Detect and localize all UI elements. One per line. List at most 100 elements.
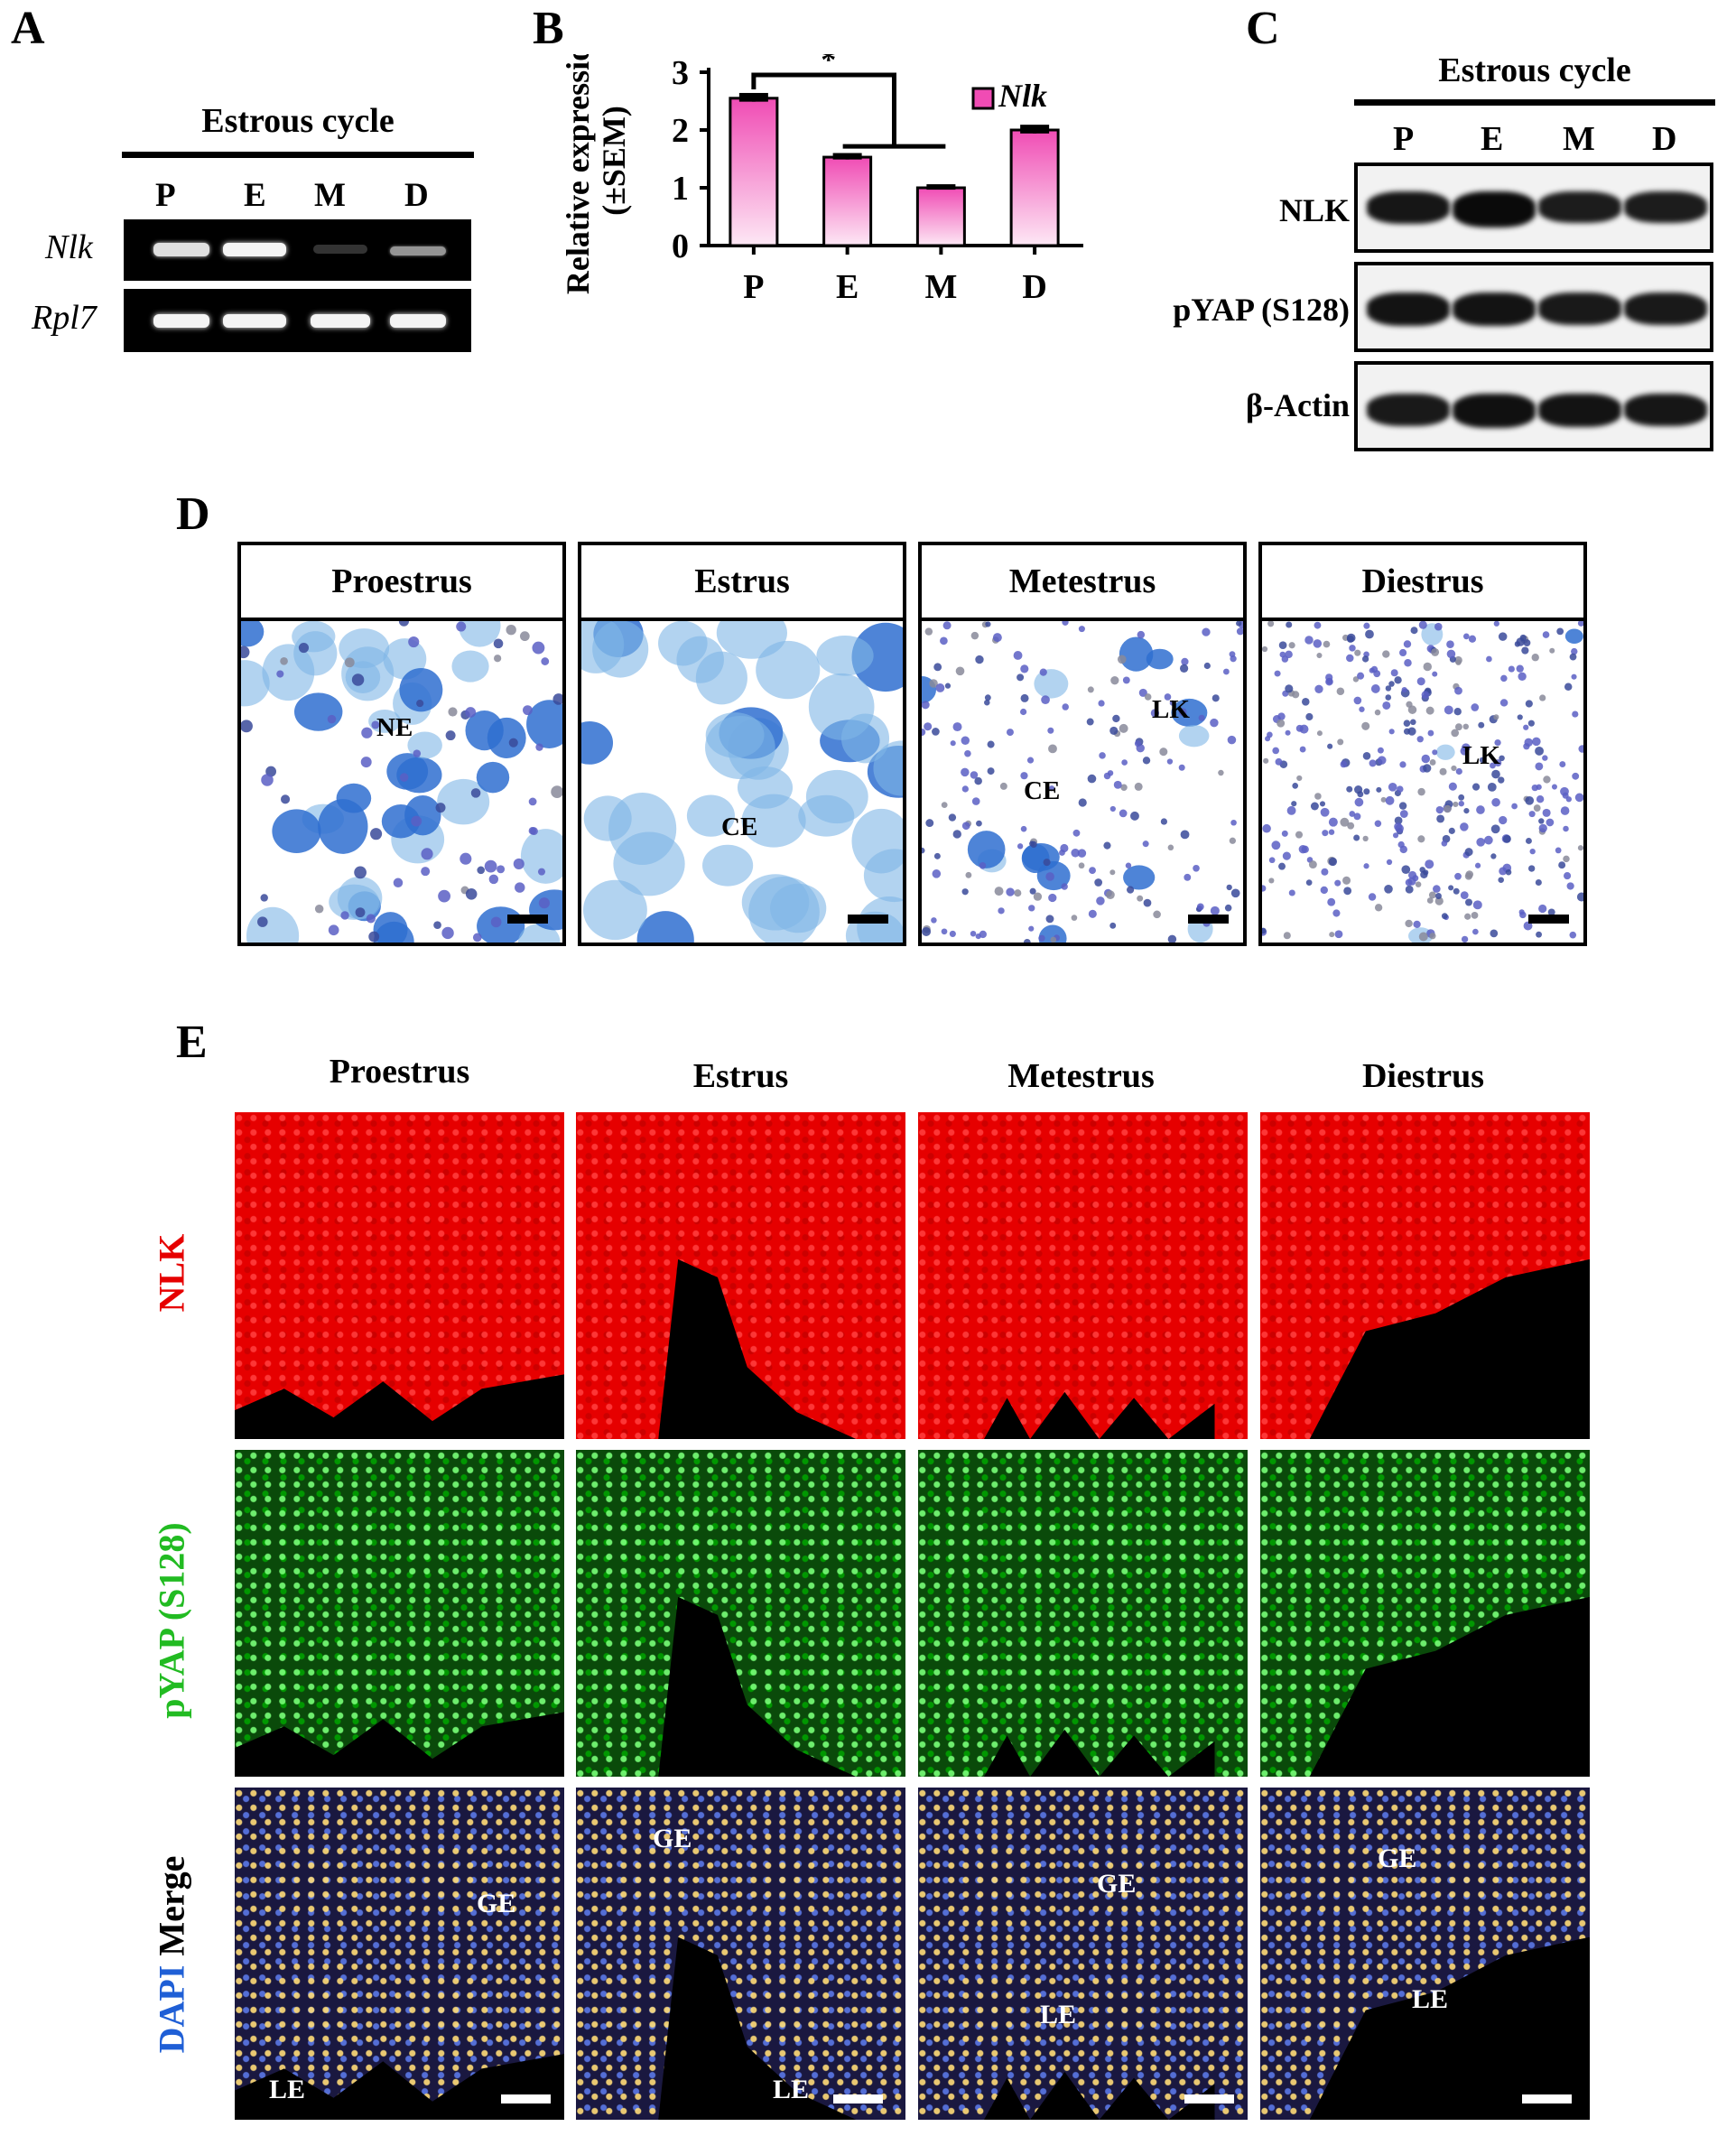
ihc-nlk-diestrus [1260, 1112, 1590, 1439]
ihc-nlk-proestrus [235, 1112, 564, 1439]
smear-title-diestrus: Diestrus [1258, 542, 1587, 621]
stage-header-proestrus: Proestrus [329, 1053, 470, 1091]
lane-label-p: P [1393, 120, 1415, 158]
row-label-merge-text: Merge [151, 1855, 192, 1956]
blot-band [1624, 293, 1707, 325]
stage-header-estrus: Estrus [692, 1057, 789, 1095]
blot-band [1624, 394, 1707, 426]
ihc-merge-diestrus: GE LE [1260, 1788, 1590, 2120]
cell-label-ce: CE [721, 813, 758, 841]
blot-band [1624, 191, 1707, 223]
label-le: LE [1412, 1984, 1449, 2014]
smear-image-metestrus: LK CE [918, 618, 1247, 946]
scale-bar [1522, 2094, 1572, 2103]
lane-label-p: P [155, 177, 176, 214]
x-tick-label: D [1022, 268, 1046, 306]
lumen-region [984, 1729, 1215, 1777]
stage-header-metestrus: Metestrus [1007, 1057, 1155, 1095]
gel-band [153, 314, 209, 328]
lumen-region [1309, 1596, 1590, 1777]
y-tick-label: 0 [672, 228, 689, 265]
label-ge: GE [1378, 1843, 1417, 1873]
lumen-region [235, 1712, 564, 1777]
row-label-pyap: pYAP (S128) [151, 1522, 192, 1719]
lumen-region [984, 1391, 1215, 1439]
blot-row-actin [1354, 361, 1713, 451]
error-cap [738, 92, 768, 102]
bar-p [729, 97, 779, 247]
smear-title-proestrus: Proestrus [237, 542, 566, 621]
error-cap [832, 153, 862, 160]
ihc-merge-metestrus: GE LE [918, 1788, 1248, 2120]
bar-m [915, 186, 966, 247]
scale-bar [1528, 915, 1569, 924]
smear-image-estrus: CE [578, 618, 906, 946]
significance-bracket [751, 72, 896, 147]
smear-title-metestrus: Metestrus [918, 542, 1247, 621]
panel-a-lane-labels: P E M D [122, 176, 474, 217]
blot-band [1367, 293, 1450, 326]
panel-a-header: Estrous cycle [201, 102, 395, 140]
legend-swatch [971, 87, 995, 110]
ihc-nlk-metestrus [918, 1112, 1248, 1439]
gel-row-nlk-label: Nlk [45, 228, 93, 266]
x-tick-label: M [924, 268, 957, 306]
lumen-region [658, 1596, 857, 1777]
blot-band [1367, 394, 1450, 426]
blot-band [1453, 293, 1536, 326]
row-label-dapi: DAPI [151, 1964, 192, 2054]
scale-bar [501, 2094, 551, 2103]
cell-label-lk: LK [1152, 695, 1190, 724]
ihc-pyap-estrus [576, 1450, 905, 1777]
smear-texture [922, 621, 1243, 943]
lane-label-e: E [1481, 120, 1504, 158]
gel-band [390, 246, 446, 255]
lumen-region [1309, 1258, 1590, 1439]
ihc-merge-proestrus: GE LE [235, 1788, 564, 2120]
smear-title-estrus: Estrus [578, 542, 906, 621]
lumen-region [984, 2072, 1215, 2120]
legend-label: Nlk [998, 78, 1047, 114]
lumen-region [235, 1374, 564, 1439]
smear-image-proestrus: NE [237, 618, 566, 946]
lane-label-e: E [244, 177, 266, 214]
blot-band [1538, 191, 1621, 223]
row-label-nlk: NLK [151, 1233, 192, 1313]
cell-label-ne: NE [376, 713, 413, 742]
y-tick-label: 1 [672, 170, 689, 208]
blot-row-nlk [1354, 163, 1713, 253]
y-tick-label: 3 [672, 54, 689, 92]
label-le: LE [269, 2075, 306, 2104]
gel-band [390, 314, 446, 328]
blot-band [1367, 191, 1450, 224]
blot-band [1538, 293, 1621, 325]
blot-label-pyap: pYAP (S128) [1173, 292, 1350, 328]
blot-label-nlk: NLK [1278, 192, 1350, 228]
cell-label-lk: LK [1462, 741, 1500, 770]
gel-band [223, 243, 286, 256]
panel-c-header-line [1354, 99, 1715, 106]
gel-row-rpl7 [124, 289, 471, 352]
panel-c-lane-labels: P E M D [1354, 119, 1715, 160]
ihc-pyap-metestrus [918, 1450, 1248, 1777]
gel-band [223, 314, 286, 328]
panel-e-letter: E [176, 1017, 208, 1068]
lumen-region [1309, 1936, 1590, 2120]
ihc-nlk-estrus [576, 1112, 905, 1439]
label-le: LE [1040, 2000, 1077, 2029]
row-label-merge: DAPI Merge [151, 1856, 193, 2054]
bar-d [1009, 128, 1060, 247]
label-ge: GE [1097, 1869, 1137, 1899]
blot-label-actin: β-Actin [1246, 387, 1350, 423]
gel-row-nlk [124, 219, 471, 281]
panel-a-header-line [122, 152, 474, 158]
y-axis-label: (±SEM) [596, 106, 632, 216]
stage-header-diestrus: Diestrus [1361, 1057, 1485, 1095]
smear-texture [1262, 621, 1583, 943]
lane-label-d: D [1652, 120, 1677, 158]
y-axis-label: Relative expression [560, 54, 596, 294]
gel-row-rpl7-label: Rpl7 [32, 299, 97, 337]
bar-e [822, 155, 873, 247]
scale-bar [833, 2094, 883, 2103]
y-tick-label: 2 [672, 112, 689, 150]
